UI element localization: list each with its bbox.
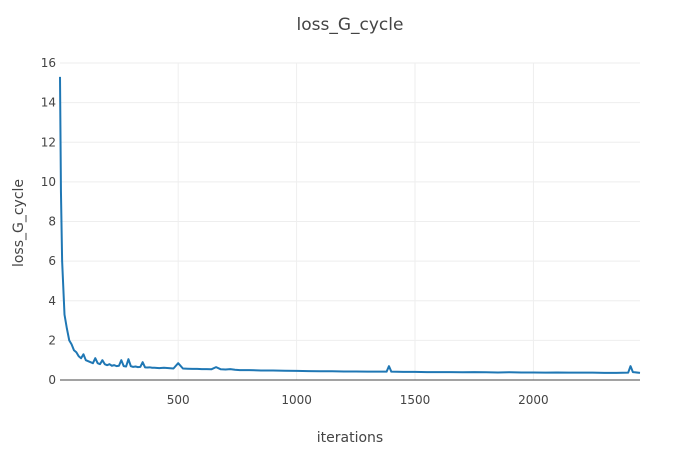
y-tick-label: 16 [41, 56, 56, 70]
x-tick-label: 500 [167, 393, 190, 407]
x-tick-label: 1500 [400, 393, 431, 407]
x-tick-label: 2000 [518, 393, 549, 407]
series-line [59, 76, 641, 374]
y-tick-label: 2 [48, 333, 56, 347]
y-axis-title: loss_G_cycle [11, 179, 27, 267]
y-tick-label: 0 [48, 373, 56, 387]
y-tick-label: 4 [48, 294, 56, 308]
y-tick-label: 10 [41, 175, 56, 189]
y-tick-label: 8 [48, 215, 56, 229]
grid [60, 62, 640, 380]
y-tick-label: 14 [41, 96, 56, 110]
x-axis-title: iterations [317, 430, 383, 446]
y-tick-label: 6 [48, 254, 56, 268]
y-tick-label: 12 [41, 135, 56, 149]
tick-labels: 0 2 4 6 8 10 12 14 16 500 1000 1500 2000 [41, 56, 549, 407]
x-tick-label: 1000 [281, 393, 312, 407]
chart-title: loss_G_cycle [297, 15, 404, 35]
series-layer [59, 76, 641, 374]
